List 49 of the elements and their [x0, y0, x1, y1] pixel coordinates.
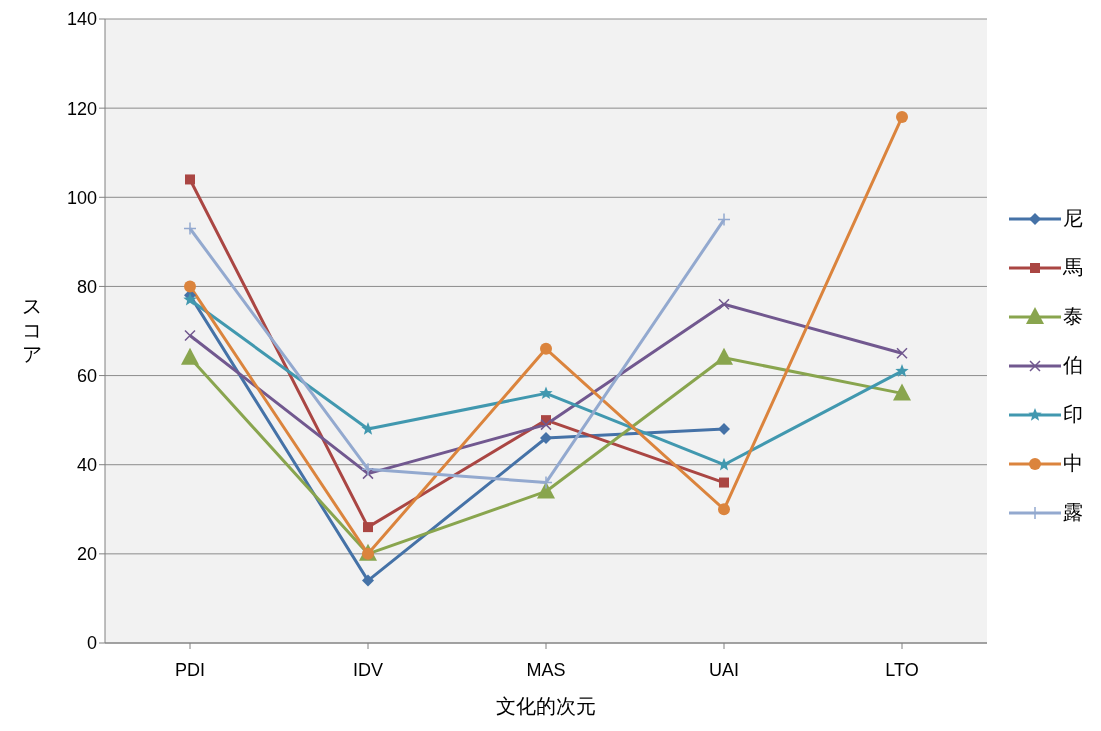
point: [363, 522, 373, 533]
point: [895, 364, 909, 377]
point: [185, 174, 195, 185]
y-tick-label: 120: [66, 98, 97, 119]
point: [718, 503, 730, 516]
point: [893, 383, 911, 401]
y-tick-label: 40: [76, 455, 97, 476]
point: [896, 111, 908, 124]
point: [717, 212, 731, 227]
y-tick-label: 0: [86, 633, 97, 654]
x-tick-label: PDI: [174, 659, 206, 680]
x-tick-label: UAI: [708, 659, 740, 680]
point: [539, 386, 553, 400]
legend-label: 馬: [1063, 254, 1083, 281]
x-tick-label: MAS: [526, 659, 566, 680]
point: [540, 431, 552, 444]
point: [896, 347, 908, 360]
y-tick-label: 20: [76, 544, 97, 565]
point: [183, 292, 197, 306]
legend-label: 泰: [1063, 303, 1083, 330]
legend-label: 露: [1063, 499, 1083, 526]
y-axis-title: スコア: [22, 293, 42, 366]
point: [718, 423, 730, 436]
point: [540, 418, 552, 431]
point: [181, 347, 199, 365]
legend-label: 印: [1063, 401, 1083, 428]
point: [361, 422, 375, 435]
y-tick-label: 60: [76, 365, 97, 386]
point: [719, 477, 729, 488]
legend-label: 中: [1063, 450, 1083, 477]
point: [362, 574, 374, 587]
point: [718, 298, 730, 311]
y-tick-label: 100: [66, 187, 97, 208]
point: [362, 467, 374, 480]
point: [183, 221, 197, 236]
point: [184, 329, 196, 342]
legend-label: 伯: [1063, 352, 1083, 379]
point: [539, 475, 553, 490]
point: [540, 342, 552, 355]
point: [717, 457, 731, 471]
x-axis-title: 文化的次元: [496, 694, 596, 718]
point: [715, 347, 733, 365]
point: [184, 280, 196, 293]
y-tick-label: 140: [66, 9, 97, 30]
x-tick-label: IDV: [352, 659, 384, 680]
point: [361, 462, 375, 476]
y-tick-label: 80: [76, 276, 97, 297]
legend-label: 尼: [1063, 205, 1083, 232]
x-tick-label: LTO: [885, 659, 919, 680]
